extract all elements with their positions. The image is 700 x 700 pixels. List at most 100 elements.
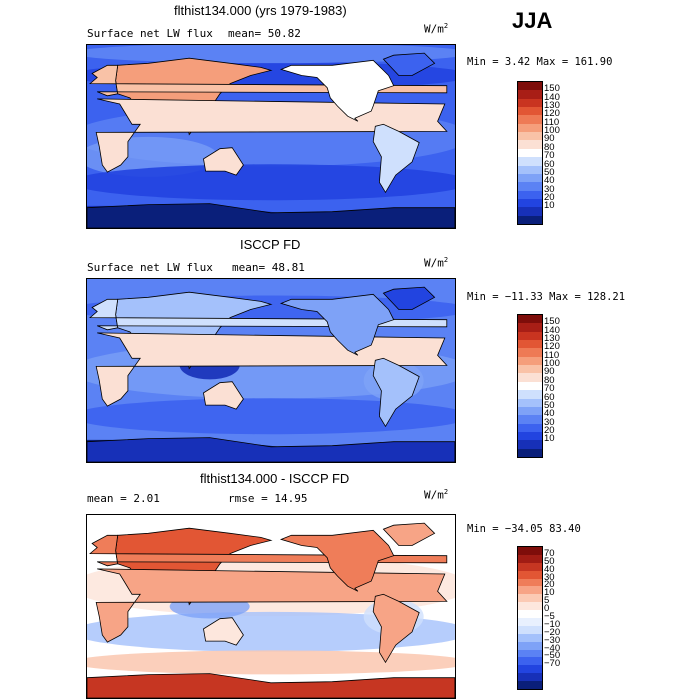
field-blob: [87, 164, 455, 201]
colorbar-tick-label: 130: [544, 100, 560, 112]
colorbar-cell: [518, 578, 542, 587]
colorbar-cell: [518, 657, 542, 666]
colorbar-tick-label: 30: [544, 416, 555, 428]
colorbar-cell: [518, 618, 542, 627]
map-svg: [87, 45, 455, 228]
coastline-antarctica: [87, 673, 455, 698]
colorbar-tick-label: −40: [544, 642, 561, 654]
colorbar-cell: [518, 348, 542, 358]
colorbar-cell: [518, 190, 542, 200]
colorbar-cell: [518, 415, 542, 425]
panel-2-title: ISCCP FD: [240, 237, 301, 252]
colorbar-tick-label: 70: [544, 150, 555, 162]
colorbar-tick-label: 90: [544, 366, 555, 378]
colorbar-cell: [518, 586, 542, 595]
colorbar-cell: [518, 82, 542, 91]
colorbar-cell: [518, 562, 542, 572]
panel-3-rmse-label: rmse = 14.95: [228, 492, 308, 505]
colorbar-cell: [518, 148, 542, 158]
colorbar-tick-label: 110: [544, 116, 560, 128]
colorbar-cell: [518, 207, 542, 217]
colorbar-cell: [518, 641, 542, 651]
colorbar-tick-label: 80: [544, 141, 555, 153]
colorbar-tick-label: 60: [544, 158, 555, 170]
colorbar-tick-label: 140: [544, 91, 560, 103]
colorbar-cell: [518, 673, 542, 682]
colorbar-cell: [518, 198, 542, 208]
colorbar-cell: [518, 633, 542, 643]
colorbar-cell: [518, 554, 542, 564]
colorbar-tick-label: 10: [544, 587, 555, 599]
colorbar-cell: [518, 115, 542, 125]
colorbar-cell: [518, 398, 542, 408]
colorbar-tick-label: 70: [544, 547, 555, 559]
coastline-samerica: [372, 123, 420, 194]
colorbar-tick-label: 70: [544, 383, 555, 395]
colorbar-cell: [518, 390, 542, 400]
panel-2-mean-label: mean= 48.81: [232, 261, 305, 274]
colorbar-tick-label: −50: [544, 650, 561, 662]
colorbar-box: [517, 314, 543, 458]
field-blob: [87, 398, 455, 435]
coastline-africa: [95, 568, 448, 643]
colorbar-tick-label: 30: [544, 183, 555, 195]
colorbar-tick-label: 130: [544, 333, 560, 345]
coastline-samerica: [372, 593, 420, 664]
panel-1-minmax: Min = 3.42 Max = 161.90: [467, 56, 613, 68]
colorbar-cell: [518, 365, 542, 374]
colorbar-cell: [518, 173, 542, 183]
colorbar-tick-label: 5: [544, 595, 550, 607]
colorbar-cell: [518, 649, 542, 658]
coastline-antarctica: [87, 203, 455, 228]
colorbar-tick-label: 90: [544, 133, 555, 145]
panel-1-mean-label: mean= 50.82: [228, 27, 301, 40]
colorbar-tick-label: 10: [544, 433, 555, 445]
colorbar-cell: [518, 107, 542, 116]
coastline-australia: [203, 381, 244, 410]
colorbar-cell: [518, 165, 542, 175]
colorbar-tick-label: 150: [544, 316, 560, 328]
colorbar-cell: [518, 340, 542, 349]
panel-3-map: [86, 514, 456, 699]
colorbar-tick-label: 140: [544, 324, 560, 336]
colorbar-cell: [518, 140, 542, 150]
field-blob: [87, 45, 455, 64]
map-svg: [87, 279, 455, 462]
colorbar-tick-label: 150: [544, 83, 560, 95]
colorbar-cell: [518, 547, 542, 556]
panel-3-minmax: Min = −34.05 83.40: [467, 523, 581, 535]
colorbar-tick-label: 20: [544, 424, 555, 436]
colorbar-cell: [518, 448, 542, 458]
field-blob: [87, 650, 455, 675]
colorbar-cell: [518, 132, 542, 141]
colorbar-box: [517, 81, 543, 225]
coastline-australia: [203, 617, 244, 646]
field-blob: [87, 611, 455, 652]
colorbar-tick-label: 50: [544, 166, 555, 178]
colorbar-tick-label: 100: [544, 125, 560, 137]
coastline-antarctica: [87, 437, 455, 462]
coastline-namerica: [279, 293, 395, 356]
coastline-namerica: [279, 529, 395, 592]
map-svg: [87, 515, 455, 698]
panel-2-colorbar: 150 140 130 120 110 100 90 80 70 60 50 40 30 20 10: [517, 314, 560, 458]
colorbar-cell: [518, 602, 542, 611]
panel-1-map: [86, 44, 456, 229]
colorbar-cell: [518, 315, 542, 324]
panel-1-title: flthist134.000 (yrs 1979-1983): [174, 3, 347, 18]
colorbar-cell: [518, 594, 542, 603]
colorbar-tick-label: 30: [544, 571, 555, 583]
colorbar-cell: [518, 440, 542, 450]
colorbar-cell: [518, 373, 542, 383]
colorbar-tick-label: 50: [544, 555, 555, 567]
colorbar-tick-label: 110: [544, 349, 560, 361]
coastline-australia: [203, 147, 244, 176]
colorbar-tick-label: 0: [544, 603, 550, 615]
colorbar-cell: [518, 182, 542, 192]
panel-3-mean-label: mean = 2.01: [87, 492, 160, 505]
panel-3-units: W/m2: [424, 488, 449, 502]
colorbar-cell: [518, 331, 542, 341]
colorbar-tick-label: −70: [544, 658, 561, 670]
colorbar-box: [517, 546, 543, 690]
colorbar-tick-label: 60: [544, 391, 555, 403]
